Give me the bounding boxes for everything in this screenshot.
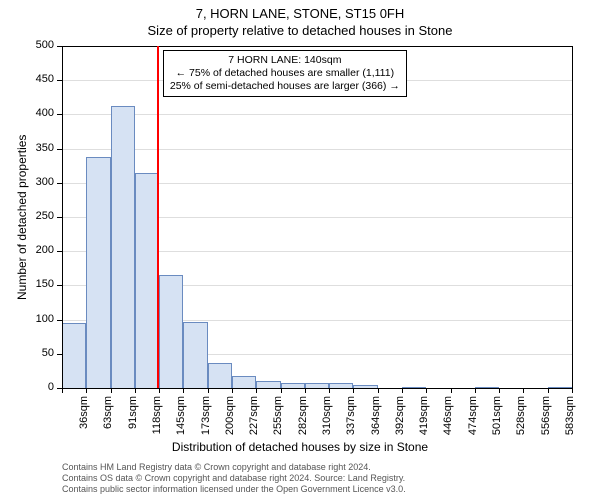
footnote-2: Contains OS data © Crown copyright and d… — [62, 473, 405, 483]
y-tick-label: 450 — [24, 73, 54, 85]
chart-subtitle: Size of property relative to detached ho… — [0, 23, 600, 38]
y-tick-label: 100 — [24, 313, 54, 325]
histogram-bar — [159, 275, 183, 388]
x-tick-label: 255sqm — [272, 396, 284, 446]
y-tick-label: 150 — [24, 278, 54, 290]
gridline — [62, 149, 572, 150]
x-tick-label: 91sqm — [127, 396, 139, 446]
x-tick-label: 364sqm — [370, 396, 382, 446]
reference-marker-line — [157, 46, 159, 388]
x-tick-label: 173sqm — [200, 396, 212, 446]
x-tick-label: 145sqm — [175, 396, 187, 446]
x-tick-label: 556sqm — [540, 396, 552, 446]
x-tick-label: 200sqm — [224, 396, 236, 446]
x-tick-label: 63sqm — [102, 396, 114, 446]
gridline — [62, 114, 572, 115]
y-tick-label: 300 — [24, 176, 54, 188]
histogram-bar — [62, 323, 86, 388]
x-tick-label: 36sqm — [78, 396, 90, 446]
x-tick-label: 528sqm — [515, 396, 527, 446]
annotation-line2: ← 75% of detached houses are smaller (1,… — [170, 67, 400, 80]
y-tick-label: 250 — [24, 210, 54, 222]
y-tick-label: 500 — [24, 39, 54, 51]
y-tick-label: 50 — [24, 347, 54, 359]
x-tick-label: 474sqm — [467, 396, 479, 446]
histogram-bar — [135, 173, 159, 388]
y-tick-label: 0 — [24, 381, 54, 393]
histogram-bar — [232, 376, 256, 388]
histogram-bar — [208, 363, 232, 388]
histogram-bar — [256, 381, 280, 388]
x-tick-label: 501sqm — [491, 396, 503, 446]
x-tick-label: 118sqm — [151, 396, 163, 446]
x-tick-label: 282sqm — [297, 396, 309, 446]
x-tick-label: 446sqm — [442, 396, 454, 446]
x-tick-label: 392sqm — [394, 396, 406, 446]
address-title: 7, HORN LANE, STONE, ST15 0FH — [0, 6, 600, 21]
y-tick-label: 400 — [24, 107, 54, 119]
x-tick-label: 419sqm — [418, 396, 430, 446]
y-tick-label: 350 — [24, 142, 54, 154]
x-tick-label: 337sqm — [345, 396, 357, 446]
annotation-line1: 7 HORN LANE: 140sqm — [170, 54, 400, 67]
x-tick-label: 227sqm — [248, 396, 260, 446]
annotation-line3: 25% of semi-detached houses are larger (… — [170, 80, 400, 93]
histogram-bar — [183, 322, 207, 388]
y-tick-label: 200 — [24, 244, 54, 256]
histogram-bar — [86, 157, 110, 388]
footnote-3: Contains public sector information licen… — [62, 484, 406, 494]
annotation-box: 7 HORN LANE: 140sqm ← 75% of detached ho… — [163, 50, 407, 97]
x-tick-label: 310sqm — [321, 396, 333, 446]
x-tick-label: 583sqm — [564, 396, 576, 446]
histogram-bar — [111, 106, 135, 388]
footnote-1: Contains HM Land Registry data © Crown c… — [62, 462, 371, 472]
